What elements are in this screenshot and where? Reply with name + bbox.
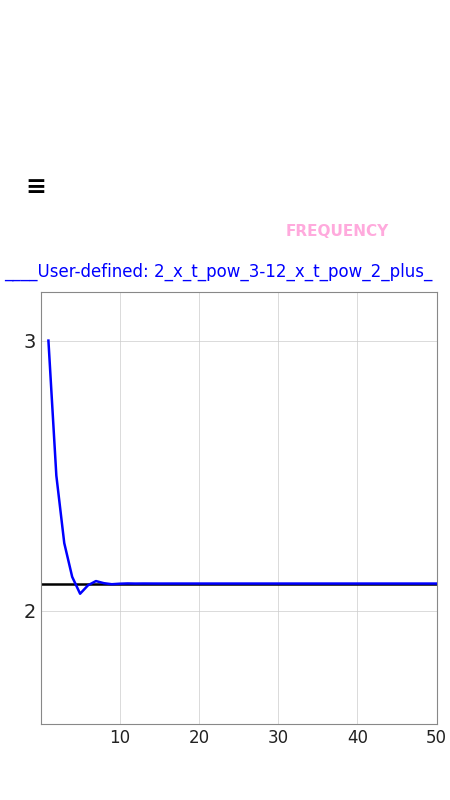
Text: FREQUENCY: FREQUENCY (286, 225, 389, 239)
Text: □: □ (324, 750, 351, 778)
Bar (14, 251, 211, 256)
Text: ◎: ◎ (188, 177, 208, 197)
Text: ☞: ☞ (324, 178, 342, 197)
Text: ◁: ◁ (102, 750, 123, 778)
Text: 04:16: 04:16 (396, 138, 432, 148)
Text: ≡: ≡ (26, 175, 46, 199)
Text: 80%: 80% (307, 138, 328, 148)
Text: ?: ? (381, 177, 393, 197)
Text: ⋮: ⋮ (421, 177, 443, 197)
Text: ⚙: ⚙ (260, 177, 280, 197)
Text: ____User-defined: 2_x_t_pow_3-12_x_t_pow_2_plus_: ____User-defined: 2_x_t_pow_3-12_x_t_pow… (4, 263, 433, 281)
Text: y(t): y(t) (94, 177, 131, 197)
Text: T: T (106, 222, 119, 242)
Text: ○: ○ (213, 750, 237, 778)
